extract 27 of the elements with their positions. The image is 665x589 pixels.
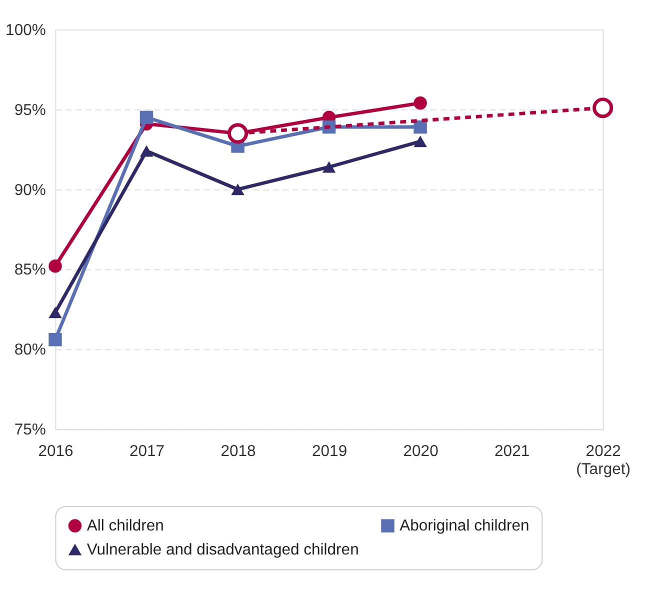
legend-label: Vulnerable and disadvantaged children xyxy=(86,541,359,558)
point xyxy=(140,145,154,157)
x-tick-label: 2020 xyxy=(403,443,439,460)
y-tick-label: 80% xyxy=(14,342,46,359)
point xyxy=(414,120,427,134)
y-tick-label: 90% xyxy=(14,182,46,199)
x-tick-label: 2016 xyxy=(38,443,74,460)
point xyxy=(231,184,244,196)
x-tick-label: 2019 xyxy=(312,443,348,460)
point xyxy=(48,306,62,318)
point xyxy=(140,110,154,124)
y-tick-label: 85% xyxy=(14,262,46,279)
legend-label: Aboriginal children xyxy=(400,518,530,535)
point xyxy=(414,96,427,110)
legend-label: All children xyxy=(86,518,164,535)
x-tick-label: 2022 (Target) xyxy=(576,443,630,478)
x-tick-label: 2018 xyxy=(220,443,256,460)
point xyxy=(48,259,62,273)
x-tick-label: 2021 xyxy=(494,443,530,460)
y-tick-label: 100% xyxy=(6,22,46,39)
point xyxy=(48,332,62,346)
y-tick-label: 75% xyxy=(14,422,46,439)
point xyxy=(322,161,336,173)
point xyxy=(414,136,427,148)
x-tick-label: 2017 xyxy=(129,443,165,460)
point xyxy=(592,98,614,118)
y-tick-label: 95% xyxy=(14,102,46,119)
